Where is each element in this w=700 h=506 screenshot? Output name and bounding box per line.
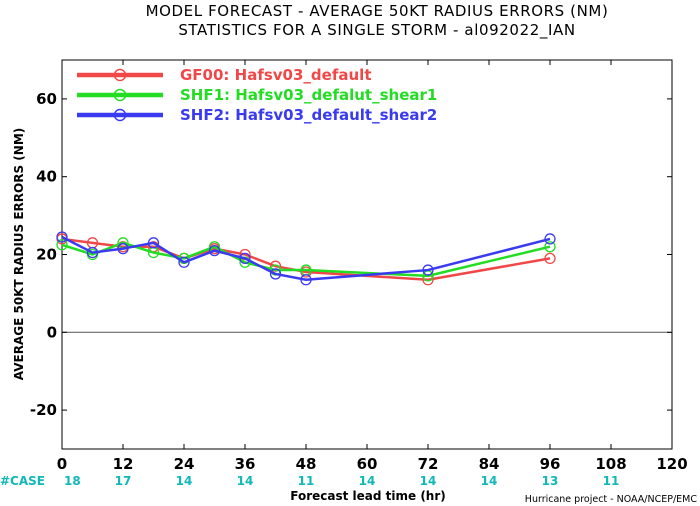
case-count: 13 bbox=[542, 474, 559, 488]
legend-label: SHF2: Hafsv03_default_shear2 bbox=[180, 106, 437, 124]
x-tick-label: 0 bbox=[57, 455, 67, 473]
data-point bbox=[300, 274, 312, 286]
x-tick-label: 60 bbox=[357, 455, 378, 473]
data-point bbox=[422, 264, 434, 276]
case-count: 14 bbox=[420, 474, 437, 488]
case-label: #CASE bbox=[0, 474, 45, 488]
data-point bbox=[239, 252, 251, 265]
y-axis-label: AVERAGE 50KT RADIUS ERRORS (NM) bbox=[12, 128, 26, 380]
legend-marker bbox=[113, 88, 127, 102]
y-axis: -20 0 20 40 60 bbox=[30, 90, 672, 419]
series-layer bbox=[56, 231, 556, 286]
x-axis-label: Forecast lead time (hr) bbox=[290, 489, 446, 503]
data-point bbox=[208, 244, 221, 257]
legend-marker bbox=[113, 68, 127, 82]
legend-item: SHF2: Hafsv03_default_shear2 bbox=[77, 106, 437, 124]
legend-marker bbox=[113, 108, 127, 122]
x-tick-label: 84 bbox=[479, 455, 500, 473]
legend-item: GF00: Hafsv03_default bbox=[77, 66, 371, 84]
case-count: 17 bbox=[115, 474, 132, 488]
series-1 bbox=[56, 233, 556, 286]
case-counts: 18 17 14 14 11 14 14 14 13 11 bbox=[64, 474, 619, 488]
case-count: 14 bbox=[481, 474, 498, 488]
series-line bbox=[61, 235, 551, 282]
y-tick-label: 20 bbox=[36, 246, 57, 264]
data-point bbox=[56, 231, 68, 243]
x-tick-label: 24 bbox=[174, 455, 195, 473]
case-count: 14 bbox=[176, 474, 193, 488]
x-axis: 0 12 24 36 48 60 72 84 96 108 120 bbox=[57, 60, 688, 473]
case-count: 11 bbox=[298, 474, 315, 488]
x-tick-label: 36 bbox=[235, 455, 256, 473]
chart-subtitle: STATISTICS FOR A SINGLE STORM - al092022… bbox=[178, 21, 575, 40]
legend-item: SHF1: Hafsv03_defalut_shear1 bbox=[77, 86, 437, 104]
data-point bbox=[117, 243, 129, 255]
x-tick-label: 108 bbox=[595, 455, 626, 473]
y-tick-label: 40 bbox=[36, 168, 57, 186]
x-tick-label: 12 bbox=[113, 455, 134, 473]
data-point bbox=[269, 268, 282, 280]
data-point bbox=[178, 256, 190, 268]
x-tick-label: 96 bbox=[540, 455, 561, 473]
legend-label: SHF1: Hafsv03_defalut_shear1 bbox=[180, 86, 437, 104]
case-count: 18 bbox=[64, 474, 81, 488]
case-count: 14 bbox=[359, 474, 376, 488]
credit-text: Hurricane project - NOAA/NCEP/EMC bbox=[525, 494, 698, 505]
data-point bbox=[544, 241, 556, 253]
y-tick-label: 0 bbox=[47, 323, 57, 341]
data-point bbox=[147, 237, 160, 249]
case-count: 14 bbox=[237, 474, 254, 488]
x-tick-label: 120 bbox=[656, 455, 687, 473]
y-tick-label: -20 bbox=[30, 401, 57, 419]
chart-title: MODEL FORECAST - AVERAGE 50KT RADIUS ERR… bbox=[146, 2, 609, 20]
legend: GF00: Hafsv03_default SHF1: Hafsv03_defal… bbox=[77, 66, 437, 124]
data-point bbox=[544, 252, 556, 265]
x-tick-label: 48 bbox=[296, 455, 317, 473]
data-point bbox=[544, 233, 556, 245]
series-line bbox=[61, 241, 551, 278]
x-tick-label: 72 bbox=[418, 455, 439, 473]
data-point bbox=[86, 246, 99, 259]
series-3 bbox=[56, 231, 556, 286]
legend-label: GF00: Hafsv03_default bbox=[180, 66, 371, 84]
data-point bbox=[56, 239, 68, 251]
y-tick-label: 60 bbox=[36, 90, 57, 108]
case-count: 11 bbox=[603, 474, 620, 488]
